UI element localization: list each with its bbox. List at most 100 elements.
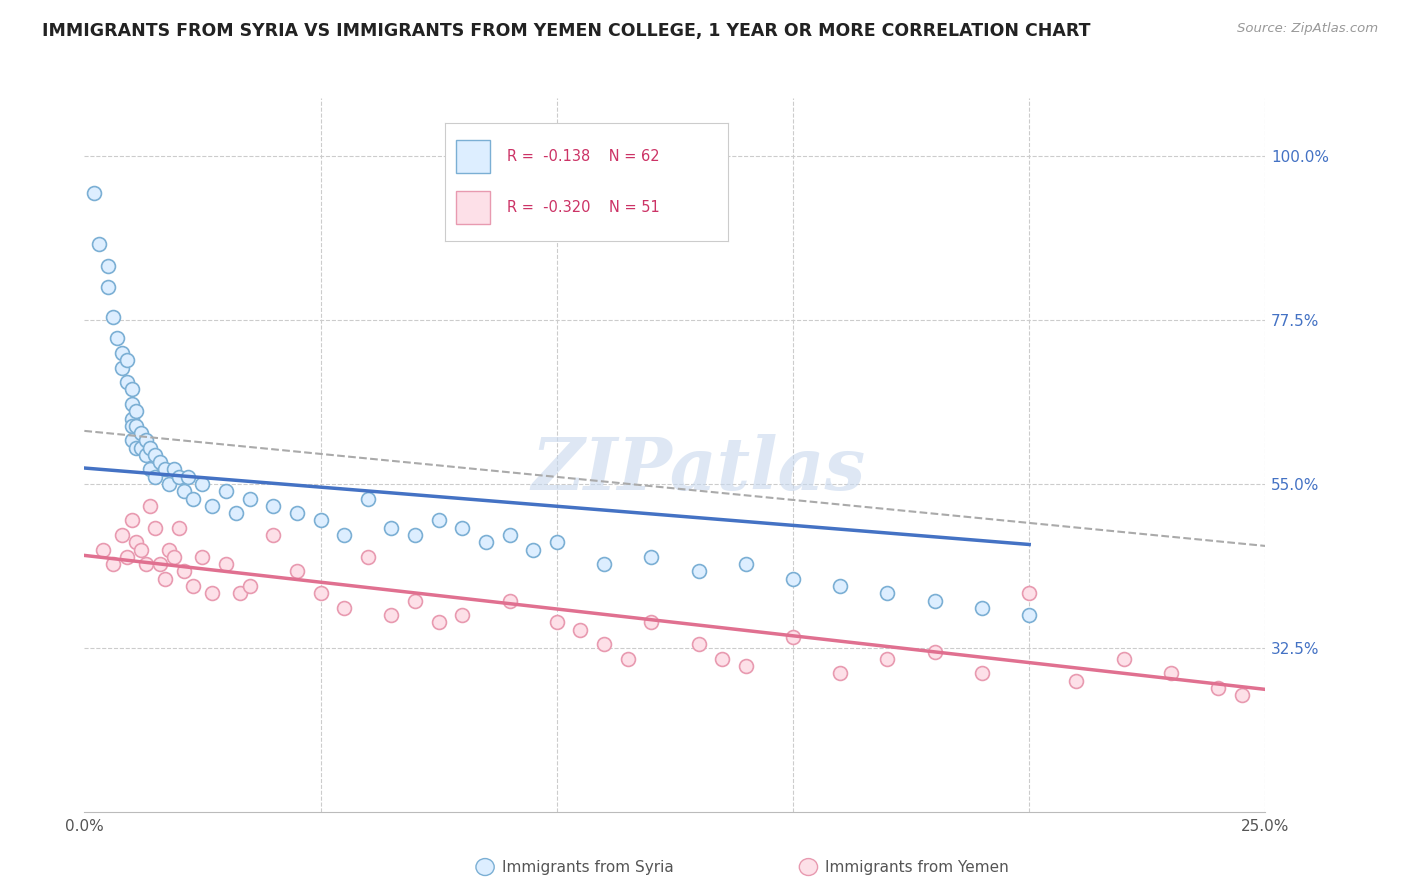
Point [285, 565, 308, 579]
Point [734, 659, 756, 673]
Point [97, 280, 120, 294]
Point [924, 593, 946, 607]
Point [546, 535, 568, 549]
Point [149, 455, 172, 469]
Point [101, 310, 124, 324]
Point [498, 593, 520, 607]
Point [111, 346, 134, 360]
Point [125, 441, 148, 455]
Point [163, 462, 186, 476]
Point [262, 528, 284, 542]
Point [357, 549, 380, 564]
Point [616, 652, 638, 666]
Point [181, 491, 204, 506]
Point [546, 615, 568, 630]
Point [427, 615, 450, 630]
Point [87, 236, 110, 251]
Point [451, 608, 474, 623]
Point [404, 593, 426, 607]
Point [688, 565, 710, 579]
Point [688, 637, 710, 651]
Point [135, 434, 157, 448]
Point [569, 623, 592, 637]
Point [640, 549, 662, 564]
Point [157, 542, 180, 557]
Point [167, 521, 190, 535]
Point [1230, 688, 1253, 702]
Point [135, 557, 157, 571]
Point [125, 535, 148, 549]
Point [143, 521, 166, 535]
Point [121, 397, 143, 411]
Point [139, 441, 162, 455]
Point [380, 521, 402, 535]
Point [1112, 652, 1135, 666]
Point [357, 491, 380, 506]
Point [215, 484, 238, 499]
Point [380, 608, 402, 623]
Point [239, 491, 262, 506]
Point [404, 528, 426, 542]
Point [125, 418, 148, 433]
Point [225, 506, 247, 520]
Point [181, 579, 204, 593]
Point [111, 528, 134, 542]
Point [239, 579, 262, 593]
Text: Immigrants from Syria: Immigrants from Syria [502, 860, 673, 874]
Point [285, 506, 308, 520]
Point [191, 549, 214, 564]
Point [139, 462, 162, 476]
Point [201, 499, 224, 513]
Point [121, 434, 143, 448]
Point [115, 549, 138, 564]
Point [830, 666, 852, 681]
Point [121, 513, 143, 527]
Point [782, 630, 804, 644]
Point [876, 652, 898, 666]
Point [163, 549, 186, 564]
Point [129, 426, 152, 441]
Point [333, 600, 356, 615]
Point [309, 586, 332, 600]
Point [97, 259, 120, 273]
Point [91, 542, 114, 557]
Point [1066, 673, 1088, 688]
Point [153, 572, 176, 586]
Point [129, 441, 152, 455]
Point [157, 477, 180, 491]
Text: Source: ZipAtlas.com: Source: ZipAtlas.com [1237, 22, 1378, 36]
Point [830, 579, 852, 593]
Point [125, 404, 148, 418]
Point [1206, 681, 1229, 695]
Point [475, 535, 498, 549]
Point [143, 448, 166, 462]
Point [970, 600, 993, 615]
Point [876, 586, 898, 600]
Point [522, 542, 544, 557]
Point [121, 418, 143, 433]
Point [143, 469, 166, 483]
Point [924, 644, 946, 658]
Point [139, 499, 162, 513]
Point [498, 528, 520, 542]
Point [129, 542, 152, 557]
Point [167, 469, 190, 483]
Point [1018, 608, 1040, 623]
Point [115, 353, 138, 368]
Point [309, 513, 332, 527]
Point [115, 375, 138, 389]
Point [135, 448, 157, 462]
Point [201, 586, 224, 600]
Point [427, 513, 450, 527]
Point [121, 411, 143, 425]
Point [149, 557, 172, 571]
Point [83, 186, 105, 200]
Point [153, 462, 176, 476]
Point [640, 615, 662, 630]
Text: ZIPatlas: ZIPatlas [531, 434, 866, 505]
Point [262, 499, 284, 513]
Point [970, 666, 993, 681]
Point [451, 521, 474, 535]
Point [734, 557, 756, 571]
Point [333, 528, 356, 542]
